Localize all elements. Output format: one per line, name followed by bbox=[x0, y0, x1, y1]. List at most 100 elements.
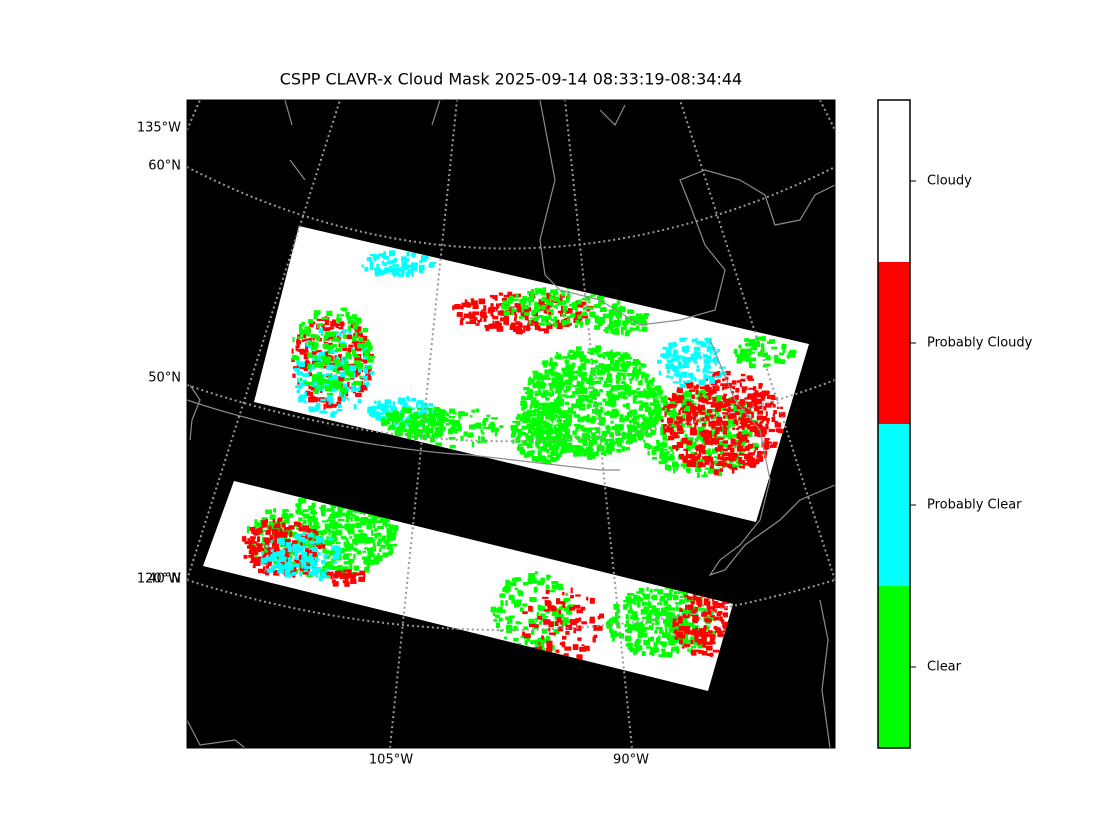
cloud-pixel bbox=[641, 602, 648, 606]
cloud-pixel bbox=[639, 404, 644, 410]
cloud-pixel bbox=[314, 396, 319, 403]
cloud-pixel bbox=[565, 442, 573, 446]
cloud-pixel bbox=[297, 540, 301, 545]
cloud-pixel bbox=[530, 397, 537, 400]
cloud-pixel bbox=[535, 617, 538, 622]
cloud-pixel bbox=[562, 370, 566, 375]
cloud-pixel bbox=[638, 414, 645, 418]
cloud-pixel bbox=[304, 563, 312, 567]
cloud-pixel bbox=[504, 636, 508, 640]
cloud-pixel bbox=[581, 366, 587, 370]
cloud-pixel bbox=[664, 622, 671, 628]
cloud-pixel bbox=[353, 380, 358, 384]
cloud-pixel bbox=[542, 390, 549, 394]
cloud-pixel bbox=[274, 521, 278, 525]
cloud-pixel bbox=[545, 575, 552, 578]
cloud-pixel bbox=[289, 513, 294, 518]
cloud-pixel bbox=[732, 385, 736, 390]
cloud-pixel bbox=[557, 310, 564, 314]
cloud-pixel bbox=[575, 399, 578, 405]
cloud-pixel bbox=[299, 570, 306, 575]
cloud-pixel bbox=[416, 407, 422, 411]
cloud-pixel bbox=[320, 504, 326, 510]
cloud-pixel bbox=[480, 436, 485, 440]
cloud-pixel bbox=[344, 578, 349, 582]
cloud-pixel bbox=[261, 520, 268, 525]
cloud-pixel bbox=[534, 400, 539, 405]
cloud-pixel bbox=[337, 518, 345, 522]
cloud-pixel bbox=[544, 328, 549, 334]
cloud-pixel bbox=[755, 423, 762, 430]
cloud-pixel bbox=[555, 397, 563, 400]
cloud-pixel bbox=[662, 407, 669, 411]
cloud-pixel bbox=[547, 403, 553, 407]
cloud-pixel bbox=[654, 409, 659, 412]
cloud-pixel bbox=[320, 333, 323, 336]
cloud-pixel bbox=[658, 415, 664, 421]
cloud-pixel bbox=[353, 553, 356, 560]
cloud-pixel bbox=[361, 347, 365, 351]
cloud-pixel bbox=[673, 622, 679, 627]
cloud-pixel bbox=[516, 307, 523, 313]
cloud-pixel bbox=[334, 570, 339, 575]
cloud-pixel bbox=[494, 431, 498, 437]
cloud-pixel bbox=[749, 363, 756, 369]
cloud-pixel bbox=[679, 417, 683, 423]
cloud-pixel bbox=[348, 344, 354, 348]
cloud-pixel bbox=[350, 578, 357, 584]
cloud-pixel bbox=[540, 617, 546, 622]
cloud-pixel bbox=[546, 392, 552, 396]
cloud-pixel bbox=[389, 524, 395, 530]
cloud-pixel bbox=[579, 453, 585, 456]
cloud-pixel bbox=[729, 466, 732, 469]
cloud-pixel bbox=[329, 347, 334, 354]
cloud-pixel bbox=[730, 454, 734, 458]
cloud-pixel bbox=[723, 403, 731, 406]
cloud-pixel bbox=[530, 597, 537, 603]
cloud-pixel bbox=[600, 437, 604, 443]
cloud-pixel bbox=[624, 415, 629, 422]
cloud-pixel bbox=[567, 370, 574, 376]
cloud-pixel bbox=[495, 614, 500, 619]
cloud-pixel bbox=[321, 316, 329, 320]
cloud-pixel bbox=[697, 641, 702, 645]
cloud-pixel bbox=[304, 338, 309, 342]
cloud-pixel bbox=[608, 309, 615, 315]
cloud-pixel bbox=[649, 445, 653, 450]
cloud-pixel bbox=[340, 536, 347, 540]
cloud-pixel bbox=[674, 646, 680, 651]
cloud-pixel bbox=[546, 438, 550, 445]
cloud-pixel bbox=[376, 263, 380, 270]
cloud-pixel bbox=[354, 320, 359, 326]
cloud-pixel bbox=[577, 314, 582, 319]
cloud-pixel bbox=[628, 378, 634, 381]
cloud-pixel bbox=[333, 512, 341, 518]
cloud-pixel bbox=[306, 343, 309, 347]
cloud-pixel bbox=[270, 556, 273, 562]
cloud-pixel bbox=[527, 382, 531, 386]
colorbar-segment bbox=[878, 262, 910, 424]
cloud-pixel bbox=[294, 534, 299, 540]
cloud-pixel bbox=[263, 519, 267, 523]
cloud-pixel bbox=[488, 307, 496, 312]
cloud-pixel bbox=[399, 398, 405, 401]
cloud-pixel bbox=[551, 581, 559, 585]
cloud-pixel bbox=[704, 375, 711, 379]
cloud-pixel bbox=[405, 264, 411, 268]
cloud-pixel bbox=[717, 453, 721, 460]
cloud-pixel bbox=[311, 384, 317, 388]
cloud-pixel bbox=[448, 419, 455, 425]
cloud-pixel bbox=[746, 375, 753, 380]
cloud-pixel bbox=[431, 433, 437, 438]
cloud-pixel bbox=[335, 536, 338, 541]
cloud-pixel bbox=[469, 424, 476, 430]
cloud-pixel bbox=[293, 562, 299, 566]
cloud-pixel bbox=[490, 323, 497, 329]
cloud-pixel bbox=[709, 352, 714, 355]
cloud-pixel bbox=[751, 398, 756, 403]
cloud-pixel bbox=[723, 626, 728, 630]
cloud-pixel bbox=[622, 320, 628, 325]
cloud-pixel bbox=[470, 300, 478, 306]
cloud-pixel bbox=[770, 443, 774, 447]
cloud-pixel bbox=[619, 418, 626, 421]
